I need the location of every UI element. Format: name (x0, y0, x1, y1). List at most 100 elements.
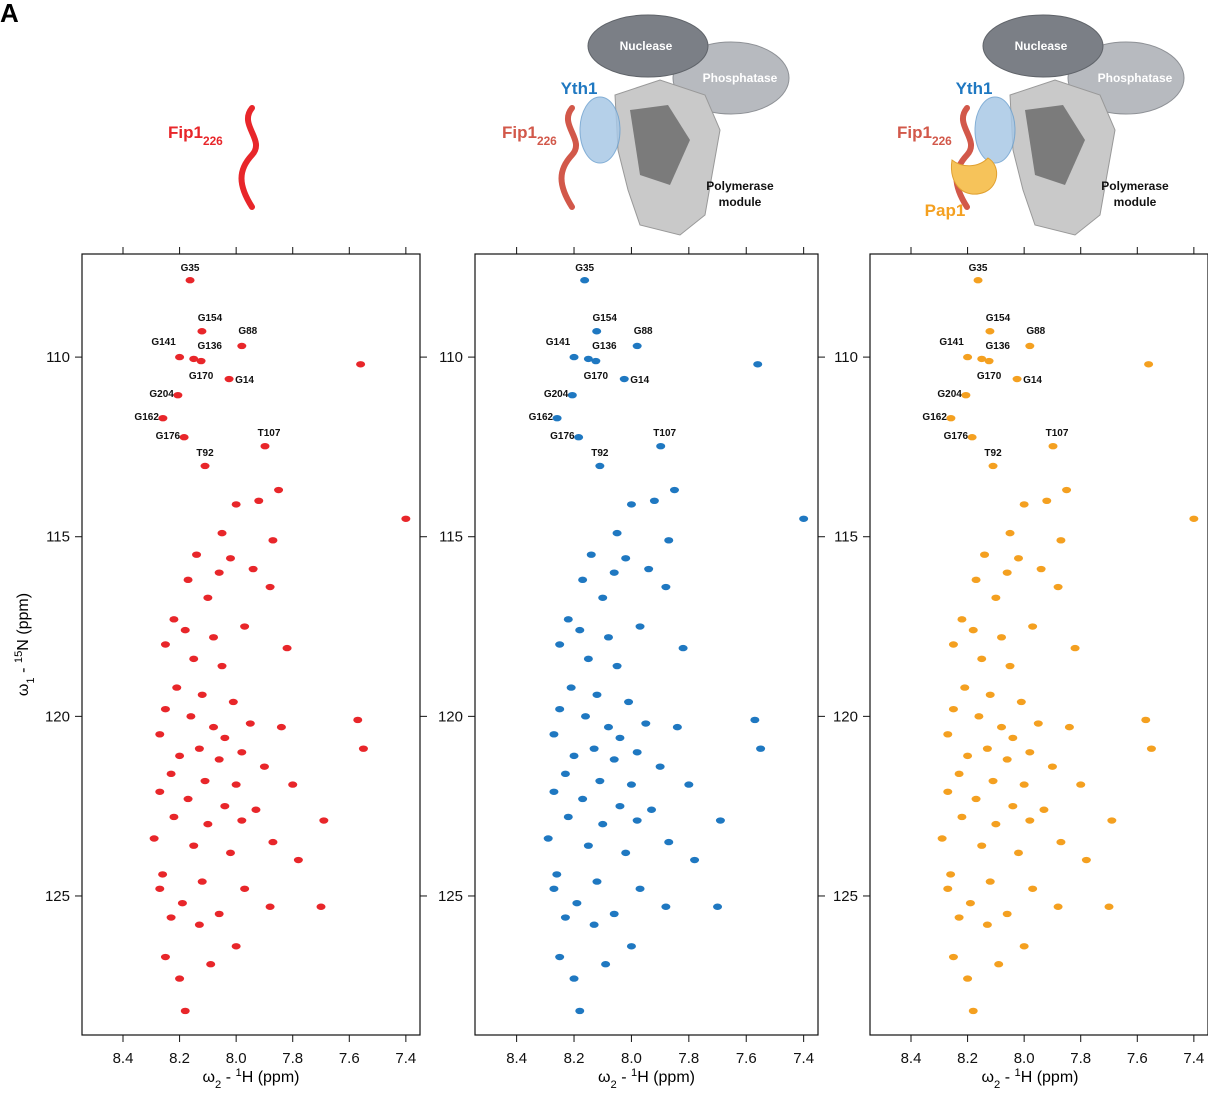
fip1-label: Fip1226 (897, 123, 952, 148)
labeled-peak (158, 415, 167, 421)
peak (943, 886, 952, 892)
peak (167, 771, 176, 777)
peak (972, 577, 981, 583)
peak (555, 641, 564, 647)
x-axis-label-part: ω (203, 1069, 216, 1086)
nuclease-label: Nuclease (620, 39, 673, 53)
labeled-peak (633, 343, 642, 349)
peak (268, 839, 277, 845)
peak (1189, 516, 1198, 522)
peak (189, 656, 198, 662)
x-tick-label: 8.2 (564, 1050, 585, 1067)
peak (670, 487, 679, 493)
peak-label: G141 (151, 337, 176, 348)
peak (1003, 756, 1012, 762)
labeled-peak (186, 277, 195, 283)
peak-label: G154 (986, 313, 1011, 324)
peak-label: G162 (922, 412, 947, 423)
peak (575, 627, 584, 633)
peak (274, 487, 283, 493)
peak (592, 878, 601, 884)
peak (604, 634, 613, 640)
labeled-peak (1049, 443, 1058, 449)
peak (226, 555, 235, 561)
peak (977, 842, 986, 848)
peak (578, 577, 587, 583)
peak (621, 555, 630, 561)
y-tick-label: 115 (834, 529, 858, 546)
panel-label: A (0, 0, 19, 28)
plot-frame (475, 254, 818, 1035)
x-tick-label: 8.4 (113, 1050, 134, 1067)
peak (1071, 645, 1080, 651)
peak (661, 584, 670, 590)
fip1-label-part: Fip1 (168, 123, 203, 142)
fip1-label: Fip1226 (502, 123, 557, 148)
peak (167, 914, 176, 920)
peak (1147, 745, 1156, 751)
labeled-peak (591, 358, 600, 364)
peak (991, 595, 1000, 601)
y-tick-label: 110 (834, 349, 858, 366)
labeled-peak (989, 463, 998, 469)
x-axis-label-part: H (ppm) (637, 1069, 695, 1086)
peak (1037, 566, 1046, 572)
peak (359, 745, 368, 751)
peak (578, 796, 587, 802)
peak (1034, 720, 1043, 726)
x-axis-label-part: ω (598, 1069, 611, 1086)
x-tick-label: 7.8 (282, 1050, 303, 1067)
peak (288, 781, 297, 787)
peak (972, 796, 981, 802)
fip1-label-part: 226 (537, 134, 557, 148)
labeled-peak (261, 443, 270, 449)
peak (1056, 839, 1065, 845)
yth1-shape (975, 97, 1015, 163)
peak (353, 717, 362, 723)
peak (615, 803, 624, 809)
peak-label: T107 (653, 428, 676, 439)
peak (949, 954, 958, 960)
peak (189, 842, 198, 848)
peak (150, 835, 159, 841)
x-tick-label: 8.0 (621, 1050, 642, 1067)
y-tick-label: 115 (46, 529, 70, 546)
peak (203, 595, 212, 601)
peak (713, 904, 722, 910)
peak (192, 551, 201, 557)
yth1-shape (580, 97, 620, 163)
peak (969, 627, 978, 633)
labeled-peak (574, 434, 583, 440)
y-tick-label: 115 (439, 529, 463, 546)
peak-label: G136 (197, 341, 222, 352)
labeled-peak (985, 328, 994, 334)
labeled-peak (180, 434, 189, 440)
labeled-peak (175, 354, 184, 360)
peak (943, 789, 952, 795)
peak (943, 731, 952, 737)
peak (636, 623, 645, 629)
peak (1105, 904, 1114, 910)
peak (181, 627, 190, 633)
peak (249, 566, 258, 572)
peak (1020, 943, 1029, 949)
y-tick-label: 125 (45, 888, 70, 905)
peak (215, 756, 224, 762)
peak (555, 706, 564, 712)
peak (232, 943, 241, 949)
x-tick-label: 7.4 (395, 1050, 416, 1067)
x-tick-label: 7.8 (1070, 1050, 1091, 1067)
peak (633, 817, 642, 823)
fip1-chain (242, 108, 257, 207)
peak (592, 692, 601, 698)
labeled-peak (201, 463, 210, 469)
peak-label: G88 (634, 326, 653, 337)
x-tick-label: 8.4 (506, 1050, 527, 1067)
peak (598, 595, 607, 601)
x-axis-label-part: H (ppm) (1021, 1069, 1079, 1086)
peak-label: G176 (944, 431, 969, 442)
x-axis-label-part: - (1000, 1069, 1014, 1086)
peak (1020, 501, 1029, 507)
peak (155, 886, 164, 892)
peak (584, 842, 593, 848)
